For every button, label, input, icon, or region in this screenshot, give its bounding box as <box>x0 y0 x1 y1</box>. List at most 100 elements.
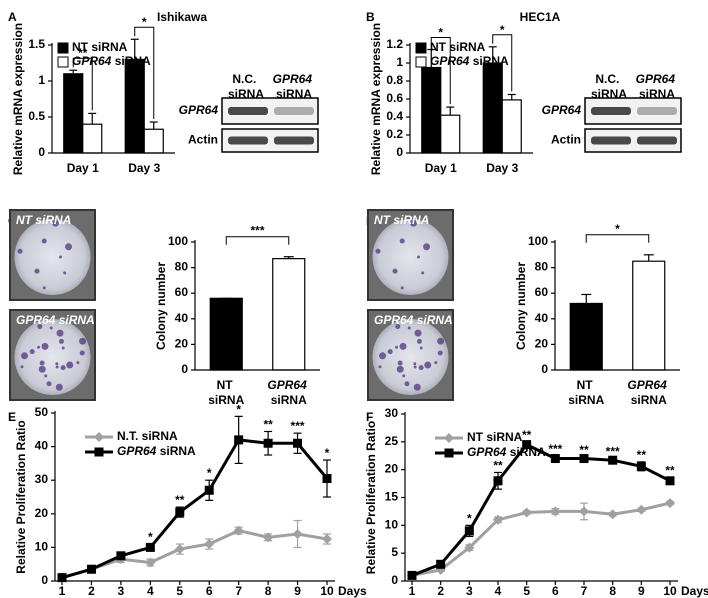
y-tick-label: 30 <box>35 472 49 486</box>
x-axis-label: Days <box>338 584 367 598</box>
photo-label: GPR64 siRNA <box>374 313 453 327</box>
colony-dot <box>41 342 49 350</box>
legend-label: NT siRNA <box>72 40 128 54</box>
colony-dot <box>392 268 398 274</box>
significance-label: ** <box>637 448 647 462</box>
y-tick-label: 40 <box>535 311 549 325</box>
point <box>175 507 185 517</box>
point <box>665 498 675 509</box>
bar <box>124 58 145 154</box>
y-tick-label: 20 <box>535 337 549 351</box>
colony-dot <box>41 238 47 244</box>
panel-letter: F <box>366 410 373 424</box>
point <box>464 542 475 553</box>
x-tick-label: 5 <box>523 584 530 598</box>
y-tick-label: 0 <box>541 362 548 376</box>
colony-dot <box>21 352 29 360</box>
colony-dot <box>375 248 381 254</box>
significance-label: * <box>142 15 147 29</box>
point <box>464 526 474 536</box>
point <box>57 573 67 583</box>
point <box>292 528 303 539</box>
series-line <box>61 438 329 580</box>
significance-label: * <box>500 23 505 37</box>
colony-dot <box>421 271 425 275</box>
blot-column-label: N.C. siRNA <box>591 72 627 101</box>
bar <box>209 297 243 371</box>
colony-dot <box>34 268 40 274</box>
x-tick-label: 2 <box>88 584 95 598</box>
y-axis-label: Relative mRNA expression <box>369 23 383 175</box>
colony-dot <box>418 365 424 371</box>
colony-dot <box>51 219 59 227</box>
bar <box>82 123 103 154</box>
x-tick-label: GPR64 siRNA <box>627 378 670 407</box>
colony-dot <box>46 381 52 387</box>
x-axis-label: Days <box>681 584 708 598</box>
colony-dot <box>399 238 405 244</box>
colony-dot <box>424 361 432 369</box>
x-tick-label: 4 <box>495 584 502 598</box>
x-tick-label: Day 3 <box>128 161 160 175</box>
colony-dot <box>17 248 23 254</box>
y-tick-label: 20 <box>385 462 399 476</box>
colony-dot <box>58 338 64 344</box>
y-tick-label: 0 <box>38 145 45 159</box>
significance-label: * <box>467 512 472 526</box>
significance-label: ** <box>665 464 675 478</box>
legend-swatch <box>57 42 69 54</box>
photo-label: NT siRNA <box>16 213 71 227</box>
point <box>94 447 104 457</box>
colony-dot <box>416 338 422 344</box>
y-tick-label: 20 <box>35 506 49 520</box>
panel-letter: A <box>8 10 17 24</box>
blot-band <box>591 107 631 115</box>
colony-dot <box>400 286 404 290</box>
y-axis-label: Colony number <box>514 262 528 350</box>
x-tick-label: 8 <box>609 584 616 598</box>
colony-dot <box>20 365 24 369</box>
blot-row-label: GPR64 <box>179 103 219 117</box>
legend-label: GPR64 siRNA <box>72 54 151 68</box>
point <box>521 507 532 518</box>
series-line <box>411 501 671 577</box>
significance-label: *** <box>250 224 264 238</box>
point <box>636 461 646 471</box>
x-tick-label: 1 <box>409 584 416 598</box>
bar <box>272 258 306 371</box>
colony-dot <box>413 365 417 369</box>
colony-dot <box>60 365 66 371</box>
colony-dot <box>409 219 417 227</box>
y-axis-label: Colony number <box>154 262 168 350</box>
point <box>407 570 417 580</box>
y-tick-label: 0.6 <box>386 91 403 105</box>
colony-dot <box>419 346 423 350</box>
colony-dot <box>55 365 59 369</box>
significance-label: * <box>236 403 241 417</box>
colony-dot <box>79 350 85 356</box>
blot-row-label: GPR64 <box>542 103 582 117</box>
x-tick-label: 1 <box>59 584 66 598</box>
colony-dot <box>55 362 59 366</box>
legend-label: GPR64 siRNA <box>117 444 196 458</box>
point <box>86 564 96 574</box>
significance-bracket <box>134 26 155 120</box>
colony-dot <box>437 350 443 356</box>
significance-label: * <box>325 446 330 460</box>
point <box>579 506 589 517</box>
point <box>233 525 244 536</box>
point <box>607 509 618 520</box>
colony-dot <box>79 337 87 345</box>
point <box>436 559 446 569</box>
point <box>608 455 618 465</box>
x-tick-label: 4 <box>147 584 154 598</box>
significance-label: ** <box>493 459 503 473</box>
colony-dot <box>76 361 80 365</box>
colony-dot <box>396 365 404 373</box>
colony-dish <box>14 319 91 395</box>
colony-dot <box>65 243 73 251</box>
x-tick-label: 5 <box>176 584 183 598</box>
y-axis-label: Relative mRNA expression <box>11 23 25 175</box>
y-tick-label: 40 <box>175 311 189 325</box>
x-tick-label: 9 <box>638 584 645 598</box>
